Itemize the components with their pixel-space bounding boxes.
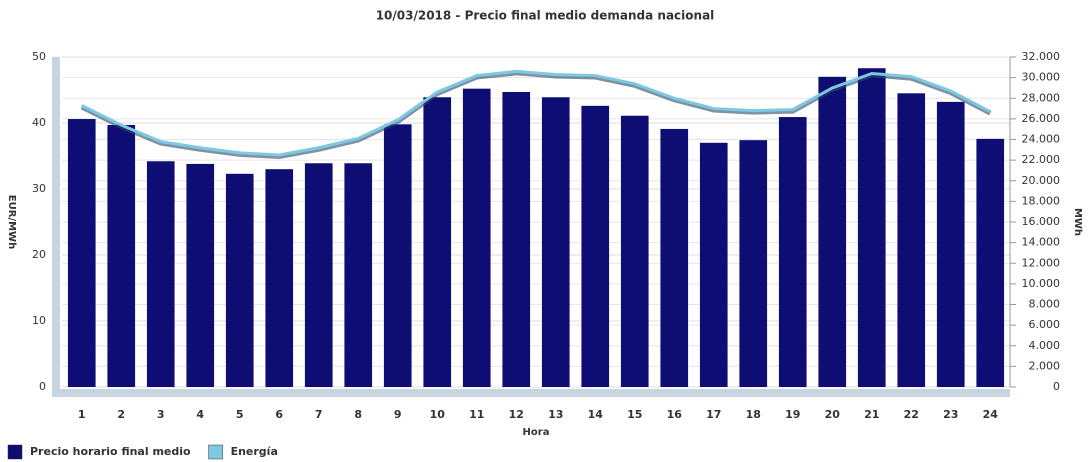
y2-tick-label: 6.000 bbox=[1029, 318, 1061, 331]
bar bbox=[107, 124, 136, 387]
x-tick-label: 4 bbox=[196, 408, 204, 421]
axis-frame bbox=[52, 389, 1010, 397]
y2-tick-label: 18.000 bbox=[1022, 194, 1061, 207]
x-tick-label: 18 bbox=[746, 408, 761, 421]
y-tick-label: 50 bbox=[32, 50, 46, 63]
bar bbox=[67, 119, 96, 387]
y2-tick-label: 8.000 bbox=[1029, 298, 1061, 311]
bar bbox=[186, 163, 215, 387]
y2-tick-label: 10.000 bbox=[1022, 277, 1061, 290]
x-tick-label: 12 bbox=[509, 408, 524, 421]
x-tick-label: 19 bbox=[785, 408, 800, 421]
bar bbox=[699, 142, 728, 387]
x-tick-label: 23 bbox=[943, 408, 958, 421]
bar bbox=[146, 161, 175, 387]
y2-tick-label: 14.000 bbox=[1022, 236, 1061, 249]
bar bbox=[225, 173, 254, 387]
y2-tick-label: 2.000 bbox=[1029, 359, 1061, 372]
x-tick-label: 20 bbox=[825, 408, 841, 421]
y2-tick-label: 24.000 bbox=[1022, 133, 1061, 146]
bar bbox=[462, 88, 491, 388]
x-tick-label: 1 bbox=[78, 408, 86, 421]
y2-tick-label: 0 bbox=[1053, 380, 1060, 393]
y2-axis-label: MWh bbox=[1072, 208, 1083, 236]
y-tick-label: 0 bbox=[39, 380, 46, 393]
legend-label: Precio horario final medio bbox=[30, 445, 191, 458]
x-tick-label: 17 bbox=[706, 408, 721, 421]
x-tick-label: 3 bbox=[157, 408, 165, 421]
y-tick-label: 40 bbox=[32, 116, 46, 129]
x-tick-label: 22 bbox=[904, 408, 919, 421]
bar bbox=[739, 140, 768, 387]
legend-label: Energía bbox=[231, 445, 278, 458]
y2-tick-label: 20.000 bbox=[1022, 174, 1061, 187]
bar bbox=[423, 97, 452, 387]
bar bbox=[344, 163, 373, 387]
x-tick-label: 5 bbox=[236, 408, 244, 421]
x-tick-label: 15 bbox=[627, 408, 642, 421]
x-tick-label: 7 bbox=[315, 408, 323, 421]
bar bbox=[304, 163, 333, 387]
x-tick-label: 21 bbox=[864, 408, 879, 421]
bar bbox=[502, 91, 531, 387]
line bbox=[81, 69, 991, 157]
bar bbox=[857, 68, 886, 387]
y2-tick-label: 16.000 bbox=[1022, 215, 1061, 228]
bar bbox=[265, 169, 294, 387]
bar bbox=[660, 128, 689, 387]
x-tick-label: 14 bbox=[588, 408, 604, 421]
chart-title: 10/03/2018 - Precio final medio demanda … bbox=[376, 9, 715, 23]
x-tick-label: 6 bbox=[275, 408, 283, 421]
y-tick-label: 30 bbox=[32, 182, 46, 195]
x-tick-label: 2 bbox=[117, 408, 125, 421]
x-tick-label: 10 bbox=[430, 408, 446, 421]
bar bbox=[778, 117, 807, 387]
y2-tick-label: 30.000 bbox=[1022, 71, 1061, 84]
y-axis-label: EUR/MWh bbox=[6, 195, 17, 249]
x-tick-label: 16 bbox=[667, 408, 683, 421]
x-tick-label: 8 bbox=[354, 408, 362, 421]
y2-tick-label: 12.000 bbox=[1022, 256, 1061, 269]
y2-tick-label: 26.000 bbox=[1022, 112, 1061, 125]
y2-tick-label: 22.000 bbox=[1022, 153, 1061, 166]
line-shadow bbox=[80, 70, 992, 159]
x-tick-label: 9 bbox=[394, 408, 402, 421]
bar bbox=[936, 101, 965, 387]
x-tick-label: 24 bbox=[983, 408, 999, 421]
legend-swatch bbox=[7, 444, 23, 460]
x-tick-label: 13 bbox=[548, 408, 563, 421]
bar bbox=[897, 93, 926, 388]
bar bbox=[541, 97, 570, 387]
axis-frame bbox=[52, 57, 60, 395]
bar bbox=[383, 124, 412, 387]
y-tick-label: 20 bbox=[32, 248, 46, 261]
x-tick-label: 11 bbox=[469, 408, 484, 421]
bar bbox=[581, 105, 610, 387]
bar bbox=[818, 76, 847, 388]
y2-tick-label: 4.000 bbox=[1029, 339, 1061, 352]
y-tick-label: 10 bbox=[32, 314, 46, 327]
x-axis-label: Hora bbox=[523, 427, 550, 438]
bar bbox=[976, 138, 1005, 387]
bar bbox=[620, 115, 649, 388]
y2-tick-label: 28.000 bbox=[1022, 91, 1061, 104]
legend-swatch bbox=[208, 444, 223, 460]
y2-tick-label: 32.000 bbox=[1022, 50, 1061, 63]
